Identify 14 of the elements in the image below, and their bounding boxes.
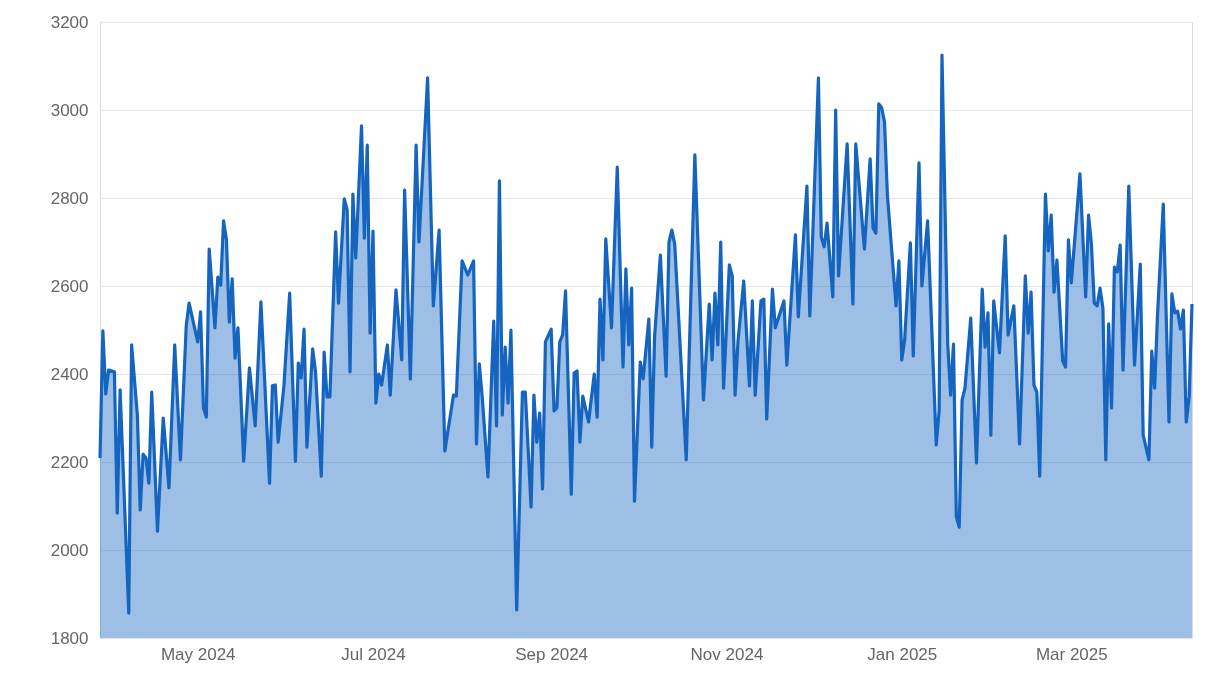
x-tick-label: Jan 2025 xyxy=(867,644,938,664)
y-tick-label: 2600 xyxy=(50,276,89,296)
y-tick-label: 2400 xyxy=(50,364,89,384)
y-tick-label: 1800 xyxy=(50,628,89,648)
x-tick-label: Mar 2025 xyxy=(1035,644,1108,664)
y-tick-label: 3200 xyxy=(50,12,89,32)
y-tick-label: 3000 xyxy=(50,100,89,120)
x-tick-label: May 2024 xyxy=(160,644,236,664)
y-tick-label: 2000 xyxy=(50,540,89,560)
x-tick-label: Nov 2024 xyxy=(690,644,764,664)
x-tick-label: Jul 2024 xyxy=(341,644,406,664)
y-tick-label: 2800 xyxy=(50,188,89,208)
x-tick-label: Sep 2024 xyxy=(515,644,589,664)
y-tick-label: 2200 xyxy=(50,452,89,472)
